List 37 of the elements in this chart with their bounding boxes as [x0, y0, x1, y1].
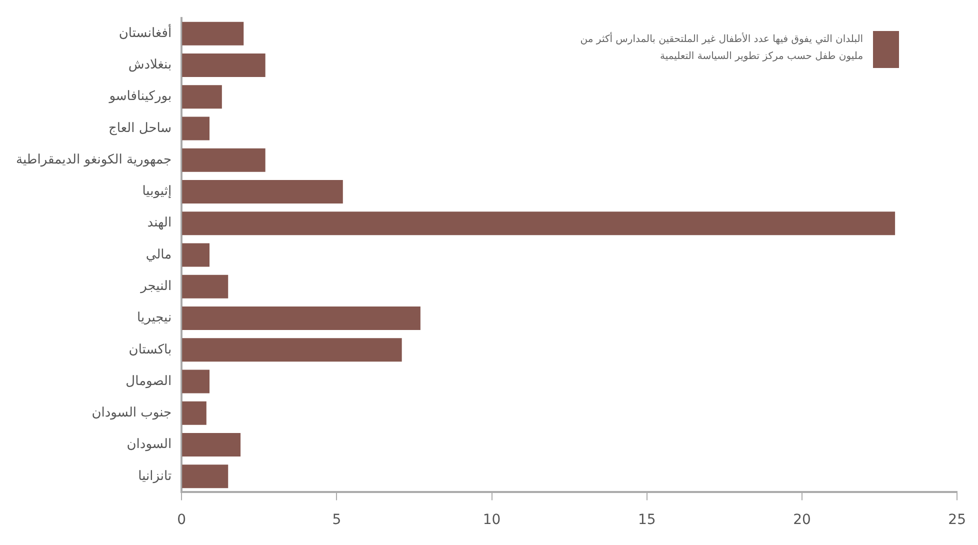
- bar: [182, 116, 210, 140]
- y-tick-label: إثيوبيا: [142, 184, 172, 200]
- y-tick-label: بنغلادش: [128, 58, 172, 73]
- bar: [182, 54, 266, 77]
- bar: [182, 212, 896, 236]
- y-tick-label: بوركينافاسو: [108, 89, 172, 104]
- y-tick-label: الصومال: [126, 374, 172, 389]
- y-tick-label: باكستان: [128, 342, 172, 358]
- y-tick-label: النيجر: [140, 279, 172, 294]
- bar: [182, 22, 244, 46]
- y-tick-label: جنوب السودان: [92, 406, 172, 421]
- x-tick-label: 15: [638, 512, 656, 528]
- bar: [182, 85, 222, 109]
- bar: [182, 433, 241, 456]
- y-tick-label: مالي: [146, 247, 172, 262]
- y-tick-label: الهند: [147, 216, 172, 231]
- bar: [182, 370, 210, 394]
- x-tick-label: 20: [793, 512, 811, 528]
- bar: [182, 274, 228, 298]
- bar: [182, 180, 343, 204]
- bar: [182, 243, 210, 267]
- bar: [182, 401, 206, 425]
- y-tick-label: السودان: [126, 437, 172, 452]
- bar: [182, 148, 266, 172]
- text: البلدان التي يفوق فيها عدد الأطفال غير الملتحقين بالمدارس أكثر من مليون طفل حسب مركز تطوير السياسة التعليمية: [579, 31, 864, 64]
- bar: [182, 306, 420, 330]
- x-tick-label: 25: [948, 512, 966, 528]
- bar: [182, 464, 228, 488]
- y-tick-label: تانزانيا: [138, 468, 172, 484]
- y-tick-label: أفغانستان: [118, 24, 172, 41]
- x-tick-label: 5: [332, 512, 342, 528]
- y-tick-label: نيجيريا: [136, 310, 172, 326]
- y-tick-label: ساحل العاج: [108, 120, 172, 136]
- x-tick-label: 0: [177, 512, 186, 528]
- bar: [182, 338, 402, 362]
- x-tick-label: 10: [482, 512, 501, 528]
- y-tick-label: جمهورية الكونغو الديمقراطية: [16, 152, 172, 168]
